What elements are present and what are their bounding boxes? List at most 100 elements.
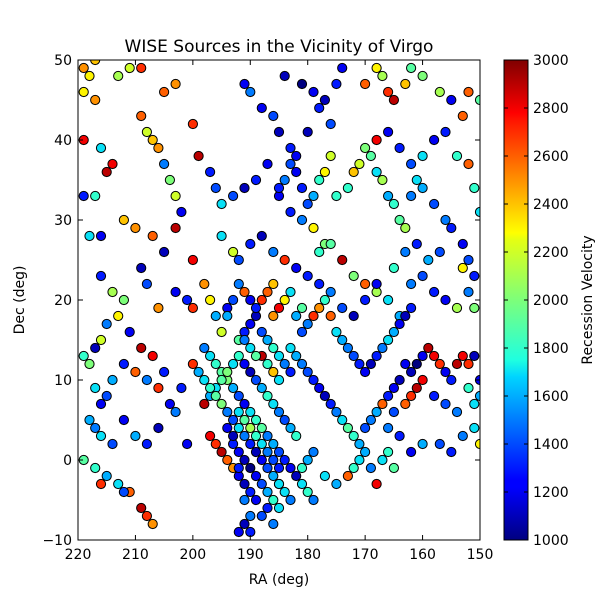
- data-point: [291, 430, 302, 442]
- data-point: [325, 398, 336, 410]
- data-point: [337, 62, 348, 74]
- data-point: [90, 462, 101, 474]
- data-point: [262, 358, 273, 370]
- data-point: [95, 478, 107, 490]
- data-point: [90, 422, 101, 434]
- data-point: [388, 94, 399, 106]
- data-point: [228, 246, 239, 258]
- data-point: [256, 230, 267, 242]
- data-point: [153, 422, 164, 434]
- data-point: [446, 94, 457, 106]
- data-point: [199, 398, 210, 410]
- data-point: [388, 198, 399, 210]
- data-point: [239, 182, 250, 194]
- data-point: [279, 414, 290, 426]
- data-point: [291, 470, 302, 482]
- data-point: [239, 358, 250, 370]
- data-point: [228, 294, 239, 306]
- data-point: [233, 390, 244, 402]
- data-point: [256, 454, 267, 466]
- x-tick-label: 210: [122, 547, 149, 563]
- data-point: [107, 286, 118, 298]
- data-point: [291, 350, 302, 362]
- data-point: [268, 494, 279, 506]
- data-point: [273, 182, 285, 194]
- data-point: [406, 62, 417, 74]
- data-point: [325, 150, 336, 162]
- data-point: [250, 494, 262, 506]
- data-point: [268, 246, 279, 258]
- data-point: [268, 518, 279, 530]
- data-point: [285, 462, 296, 474]
- data-point: [187, 118, 198, 130]
- data-point: [176, 206, 187, 218]
- data-point: [319, 166, 330, 178]
- data-point: [463, 382, 474, 394]
- data-point: [164, 398, 175, 410]
- data-point: [90, 94, 101, 106]
- data-point: [308, 86, 319, 98]
- data-point: [285, 286, 296, 298]
- data-point: [228, 358, 239, 370]
- data-point: [411, 174, 422, 186]
- data-point: [319, 94, 330, 106]
- data-point: [296, 182, 308, 194]
- data-point: [285, 494, 296, 506]
- data-point: [273, 126, 285, 138]
- data-point: [285, 142, 296, 154]
- data-point: [256, 326, 267, 338]
- data-point: [170, 286, 181, 298]
- data-point: [239, 494, 250, 506]
- data-point: [377, 454, 388, 466]
- data-point: [95, 142, 107, 154]
- data-point: [216, 398, 227, 410]
- data-point: [451, 358, 463, 370]
- data-point: [153, 142, 164, 154]
- data-point: [434, 86, 445, 98]
- data-point: [199, 278, 210, 290]
- data-point: [406, 302, 417, 314]
- data-point: [337, 414, 348, 426]
- data-point: [245, 438, 256, 450]
- data-point: [245, 510, 256, 522]
- data-point: [291, 166, 302, 178]
- data-point: [193, 366, 204, 378]
- data-point: [429, 350, 440, 362]
- data-point: [153, 382, 164, 394]
- data-point: [342, 182, 353, 194]
- data-point: [440, 398, 451, 410]
- data-point: [245, 462, 256, 474]
- data-point: [187, 302, 198, 314]
- data-point: [205, 430, 216, 442]
- data-point: [250, 174, 262, 186]
- data-point: [451, 302, 463, 314]
- data-point: [78, 62, 89, 74]
- data-point: [84, 358, 95, 370]
- data-point: [383, 446, 394, 458]
- data-point: [124, 326, 135, 338]
- data-point: [268, 342, 279, 354]
- data-point: [400, 358, 411, 370]
- data-point: [383, 390, 394, 402]
- data-point: [118, 214, 130, 226]
- data-point: [262, 334, 273, 346]
- data-point: [268, 454, 279, 466]
- data-point: [308, 190, 319, 202]
- data-point: [360, 142, 371, 154]
- data-point: [285, 366, 296, 378]
- data-point: [262, 390, 273, 402]
- data-point: [222, 310, 233, 322]
- data-point: [262, 462, 273, 474]
- data-point: [440, 214, 451, 226]
- data-point: [262, 430, 273, 442]
- data-point: [348, 270, 359, 282]
- data-point: [348, 310, 359, 322]
- data-point: [233, 278, 244, 290]
- data-point: [308, 494, 319, 506]
- data-point: [383, 126, 394, 138]
- data-point: [400, 78, 411, 90]
- data-point: [78, 350, 89, 362]
- data-point: [400, 246, 411, 258]
- data-point: [130, 366, 141, 378]
